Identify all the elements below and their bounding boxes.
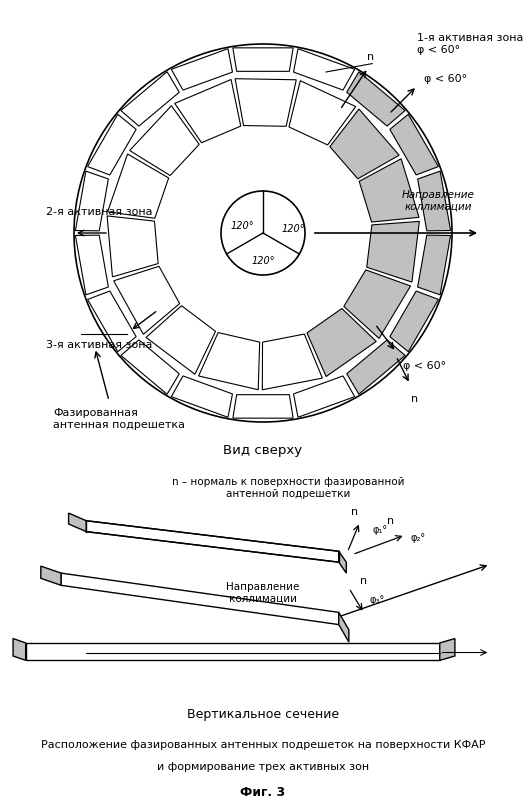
Text: n: n	[360, 575, 368, 586]
Polygon shape	[235, 78, 296, 126]
Text: n: n	[387, 516, 394, 526]
Polygon shape	[171, 49, 232, 90]
Text: Расположение фазированных антенных подрешеток на поверхности КФАР: Расположение фазированных антенных подре…	[41, 740, 485, 750]
Polygon shape	[339, 612, 349, 642]
Text: 1-я активная зона
φ < 60°: 1-я активная зона φ < 60°	[417, 34, 523, 54]
Polygon shape	[86, 521, 339, 562]
Polygon shape	[289, 81, 356, 145]
Text: Фазированная
антенная подрешетка: Фазированная антенная подрешетка	[53, 408, 185, 430]
Polygon shape	[294, 376, 355, 418]
Polygon shape	[175, 79, 241, 142]
Polygon shape	[75, 171, 108, 231]
Polygon shape	[390, 291, 439, 352]
Polygon shape	[262, 334, 322, 390]
Text: n – нормаль к поверхности фазированной
антенной подрешетки: n – нормаль к поверхности фазированной а…	[172, 477, 404, 498]
Polygon shape	[146, 306, 216, 374]
Polygon shape	[339, 551, 346, 573]
Text: φ₁°: φ₁°	[372, 525, 388, 534]
Polygon shape	[41, 566, 61, 586]
Text: и формирование трех активных зон: и формирование трех активных зон	[157, 762, 369, 771]
Text: 3-я активная зона: 3-я активная зона	[46, 340, 153, 350]
Text: 120°: 120°	[230, 221, 254, 231]
Polygon shape	[87, 114, 136, 175]
Text: φ < 60°: φ < 60°	[403, 361, 446, 371]
Text: n: n	[367, 52, 375, 62]
Text: Направление
коллимации: Направление коллимации	[401, 190, 474, 212]
Text: 2-я активная зона: 2-я активная зона	[46, 207, 153, 217]
Polygon shape	[347, 72, 405, 126]
Text: φ₃°: φ₃°	[369, 595, 385, 605]
Polygon shape	[87, 291, 136, 352]
Text: n: n	[351, 507, 358, 518]
Polygon shape	[121, 340, 179, 394]
Polygon shape	[233, 48, 293, 71]
Text: n: n	[411, 394, 418, 404]
Polygon shape	[367, 222, 419, 282]
Text: 120°: 120°	[251, 256, 275, 266]
Polygon shape	[330, 109, 399, 179]
Polygon shape	[171, 376, 232, 418]
Text: Вид сверху: Вид сверху	[224, 444, 302, 457]
Polygon shape	[75, 235, 108, 295]
Polygon shape	[108, 154, 169, 218]
Text: Направление
коллимации: Направление коллимации	[226, 582, 300, 603]
Polygon shape	[130, 106, 199, 175]
Polygon shape	[347, 340, 405, 394]
Polygon shape	[199, 333, 260, 390]
Polygon shape	[418, 171, 451, 231]
Polygon shape	[233, 394, 293, 418]
Polygon shape	[307, 309, 376, 377]
Polygon shape	[359, 158, 419, 222]
Polygon shape	[294, 49, 355, 90]
Polygon shape	[418, 235, 451, 295]
Polygon shape	[26, 643, 440, 660]
Polygon shape	[68, 513, 86, 532]
Polygon shape	[107, 216, 158, 277]
Text: φ₂°: φ₂°	[410, 534, 426, 543]
Polygon shape	[344, 270, 411, 338]
Text: φ < 60°: φ < 60°	[424, 74, 467, 84]
Text: 120°: 120°	[282, 224, 306, 234]
Polygon shape	[13, 638, 26, 660]
Polygon shape	[114, 266, 180, 334]
Polygon shape	[121, 72, 179, 126]
Polygon shape	[390, 114, 439, 175]
Text: Вертикальное сечение: Вертикальное сечение	[187, 708, 339, 721]
Text: Фиг. 3: Фиг. 3	[240, 786, 286, 798]
Polygon shape	[61, 573, 339, 625]
Polygon shape	[440, 638, 455, 660]
